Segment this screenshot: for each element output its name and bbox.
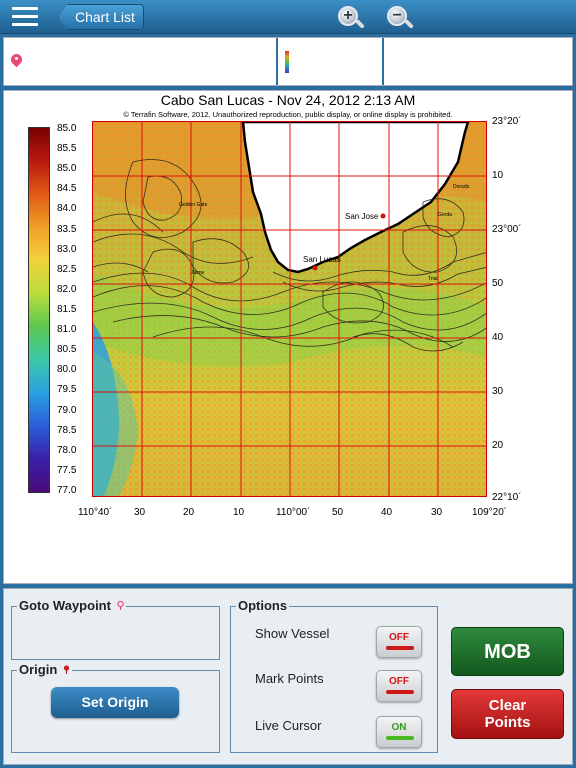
show-vessel-label: Show Vessel [255, 626, 330, 641]
colorbar-label: 85.0 [57, 163, 77, 175]
place-label-trial: Trial [428, 276, 438, 282]
y-axis-tick-label: 23°20´ [492, 116, 522, 127]
y-axis-tick-label: 23°00´ [492, 224, 522, 235]
mark-points-toggle[interactable]: OFF [376, 670, 422, 702]
location-pin-icon[interactable] [8, 51, 25, 69]
colorbar-label: 77.0 [57, 485, 77, 496]
sst-map-graphic: San Jose San Lucas Golden Gate Jaime Gor… [93, 122, 486, 496]
zoom-in-icon[interactable]: + [336, 4, 366, 32]
colorbar-label: 85.0 [57, 123, 77, 134]
colorbar-label: 83.0 [57, 243, 77, 255]
origin-box [11, 670, 220, 753]
info-strip [3, 37, 573, 86]
y-axis-tick-label: 40 [492, 332, 504, 343]
live-cursor-toggle[interactable]: ON [376, 716, 422, 748]
colorbar-label: 81.0 [57, 324, 77, 336]
temperature-colorbar [28, 127, 50, 493]
live-cursor-label: Live Cursor [255, 718, 322, 733]
colorbar-label: 83.5 [57, 223, 77, 235]
colorbar-label: 80.0 [57, 364, 77, 376]
options-title: Options [236, 598, 290, 613]
colorbar-label: 84.0 [57, 203, 77, 215]
colorbar-label: 78.5 [57, 424, 77, 436]
x-axis-tick-label: 30 [431, 507, 443, 518]
x-axis-tick-label: 110°40´ [78, 507, 113, 518]
y-axis-tick-label: 20 [492, 440, 504, 451]
x-axis-tick-label: 50 [332, 507, 344, 518]
place-label-gorda: Gorda [438, 212, 452, 218]
y-axis-tick-label: 10 [492, 170, 504, 181]
clear-points-button[interactable]: Clear Points [451, 689, 564, 739]
options-box [230, 606, 438, 753]
colorbar-label: 84.5 [57, 183, 77, 195]
y-axis-tick-label: 22°10´ [492, 492, 522, 503]
x-axis-tick-label: 40 [381, 507, 393, 518]
waypoint-pin-icon [116, 598, 124, 610]
goto-waypoint-box[interactable] [11, 606, 220, 660]
x-axis-tick-label: 110°00´ [276, 507, 311, 518]
sst-map[interactable]: San Jose San Lucas Golden Gate Jaime Gor… [92, 121, 487, 497]
y-axis-tick-label: 50 [492, 278, 504, 289]
colorbar-label: 79.5 [57, 384, 77, 396]
mark-points-label: Mark Points [255, 671, 324, 686]
colorbar-label: 82.5 [57, 263, 77, 275]
mob-button[interactable]: MOB [451, 627, 564, 676]
copyright-notice: © Terrafin Software, 2012. Unauthorized … [123, 110, 453, 119]
colorbar-label: 81.5 [57, 304, 77, 315]
divider [276, 38, 278, 85]
show-vessel-toggle[interactable]: OFF [376, 626, 422, 658]
x-axis-tick-label: 10 [233, 507, 245, 518]
san-jose-marker [380, 213, 386, 219]
chart-list-button[interactable]: Chart List [58, 4, 144, 30]
place-label-san-jose: San Jose [345, 212, 379, 221]
chart-title: Cabo San Lucas - Nov 24, 2012 2:13 AM [160, 92, 416, 108]
place-label-san-lucas: San Lucas [303, 255, 341, 264]
x-axis-tick-label: 20 [183, 507, 195, 518]
set-origin-button[interactable]: Set Origin [51, 687, 179, 718]
colorbar-label: 80.5 [57, 344, 77, 356]
temperature-scale-icon[interactable] [285, 51, 289, 73]
menu-icon[interactable] [12, 7, 38, 27]
y-axis-tick-label: 30 [492, 386, 504, 397]
colorbar-label: 79.0 [57, 404, 77, 416]
goto-waypoint-title: Goto Waypoint [17, 598, 126, 613]
x-axis-tick-label: 30 [134, 507, 146, 518]
zoom-out-icon[interactable]: − [385, 4, 415, 32]
san-lucas-marker [312, 265, 318, 271]
place-label-dorado: Dorado [453, 184, 470, 190]
origin-title: Origin [17, 662, 72, 677]
x-axis-tick-label: 109°20´ [472, 507, 508, 518]
place-label-golden-gate: Golden Gate [179, 202, 208, 208]
divider [382, 38, 384, 85]
colorbar-label: 82.0 [57, 283, 77, 295]
top-bar: Chart List + − [0, 0, 576, 34]
colorbar-label: 77.5 [57, 464, 77, 476]
place-label-jaime: Jaime [191, 270, 205, 276]
colorbar-label: 85.5 [57, 143, 77, 155]
colorbar-label: 78.0 [57, 444, 77, 456]
origin-pin-icon [63, 662, 70, 674]
